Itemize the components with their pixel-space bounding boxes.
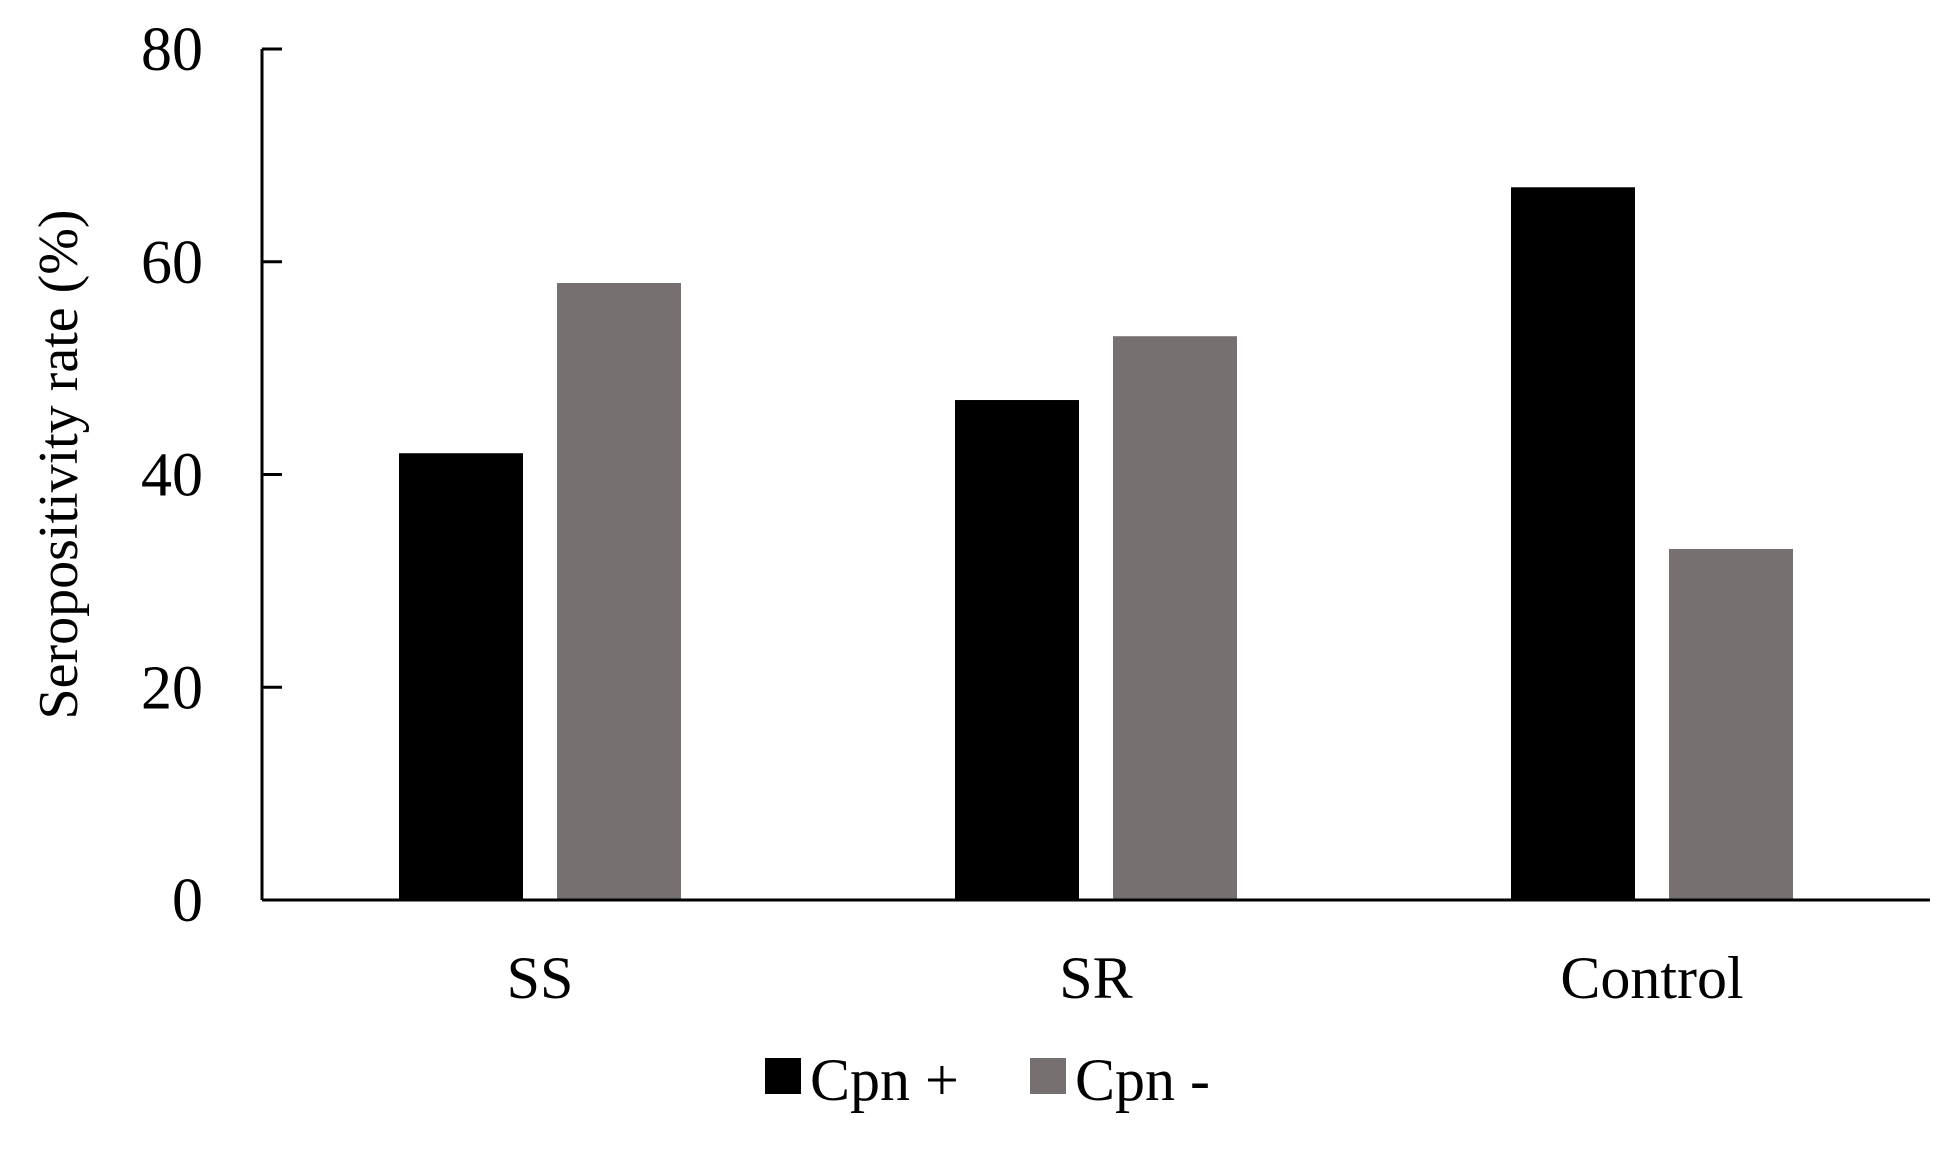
bar-sr-series-2: [1113, 336, 1237, 900]
y-tick-label: 0: [172, 867, 203, 935]
legend-swatch: [1030, 1058, 1066, 1094]
x-tick-label: SR: [1059, 945, 1132, 1011]
y-tick-labels: 0 20 40 60 80: [141, 16, 203, 935]
x-tick-labels: SS SR Control: [507, 945, 1744, 1011]
y-axis-title: Seropositivity rate (%): [28, 209, 90, 719]
bar-control-series-1: [1511, 187, 1635, 901]
x-tick-label: Control: [1560, 945, 1743, 1011]
legend-label: Cpn +: [810, 1047, 959, 1113]
bar-control-series-2: [1669, 548, 1793, 900]
y-axis: [260, 47, 282, 902]
y-tick-label: 80: [141, 16, 203, 84]
y-tick-label: 20: [141, 654, 203, 722]
bar-sr-series-1: [955, 400, 1079, 900]
legend: Cpn + Cpn -: [765, 1047, 1210, 1113]
legend-swatch: [765, 1058, 801, 1094]
bars: [399, 187, 1793, 901]
x-tick-label: SS: [507, 945, 574, 1011]
bar-ss-series-2: [557, 283, 681, 900]
bar-ss-series-1: [399, 453, 523, 900]
y-tick-label: 60: [141, 229, 203, 297]
y-tick-label: 40: [141, 442, 203, 510]
legend-label: Cpn -: [1075, 1047, 1210, 1113]
